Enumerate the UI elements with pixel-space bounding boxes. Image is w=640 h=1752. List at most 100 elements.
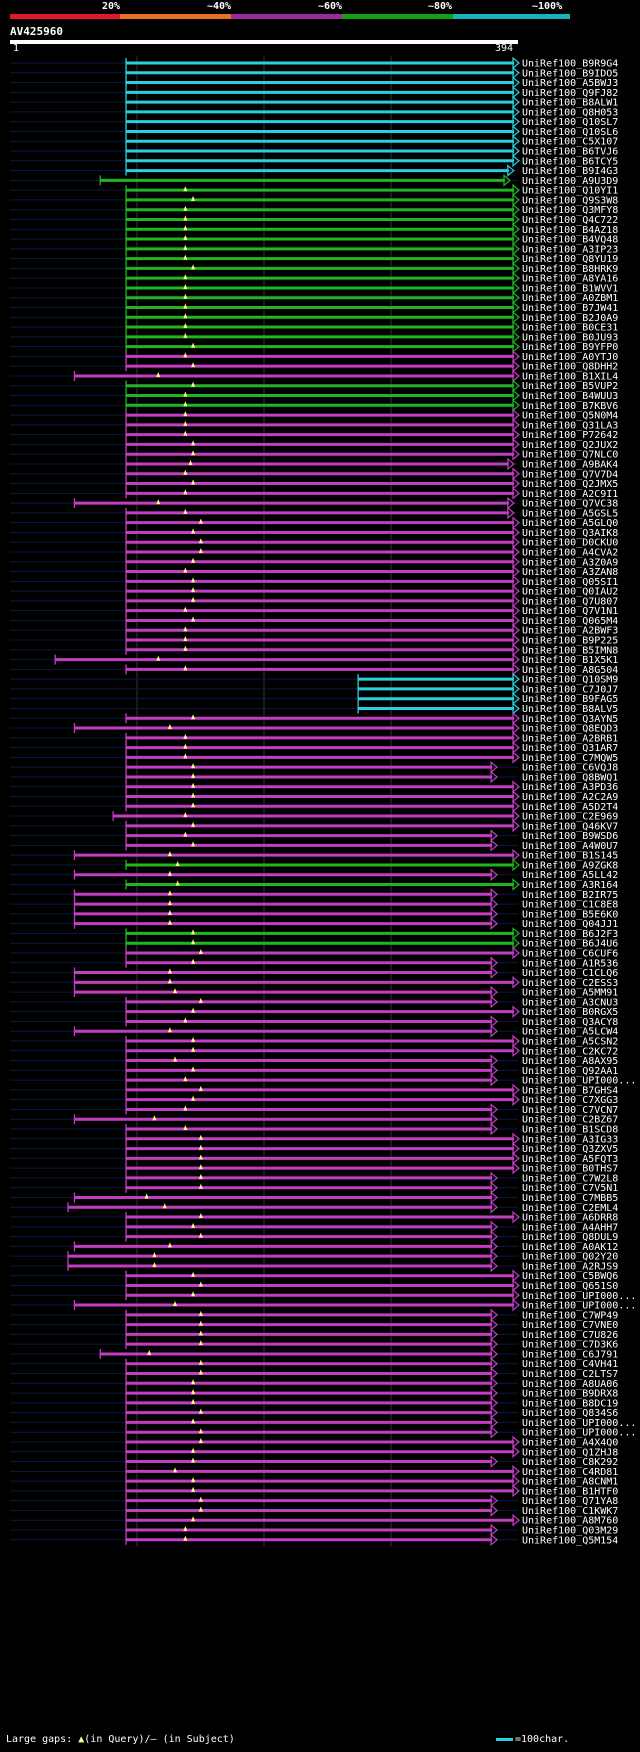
hit-104-arrow-icon [490,1064,499,1077]
hit-38-arrow-icon [512,418,520,432]
hit-129-query-gap-icon [198,1310,203,1316]
hit-73-label: UniRef100_C6VQJ8 [522,763,618,774]
hit-46-arrow-icon [507,496,515,510]
hit-43-query-gap-icon [183,469,188,475]
hit-125-query-gap-icon [191,1271,196,1277]
hit-36-label: UniRef100_B7KBV6 [522,401,618,412]
hit-68-query-gap-icon [191,714,196,720]
hit-60-query-gap-icon [183,636,188,642]
hit-64-label: UniRef100_Q10SM9 [522,675,618,686]
hit-33-label: UniRef100_B1XIL4 [522,371,618,382]
hit-140-query-gap-icon [191,1418,196,1424]
hit-35-label: UniRef100_B4WUU3 [522,391,618,402]
hit-108-label: UniRef100_C7VCN7 [522,1105,618,1116]
hit-137-label: UniRef100_B9DRX8 [522,1389,618,1400]
hit-10-arrow-icon [512,144,520,158]
hit-75-label: UniRef100_A3PD36 [522,782,618,793]
hit-61-arrow-icon [512,643,520,657]
hit-22-label: UniRef100_B8HRK9 [522,264,618,275]
scale-text: =100char. [515,1734,570,1745]
hit-3-label: UniRef100_A5BWJ3 [522,78,618,89]
hit-140-arrow-icon [490,1416,499,1429]
hit-48-arrow-icon [512,516,520,529]
hit-86-arrow-icon [490,888,499,901]
hit-112-arrow-icon [512,1142,520,1155]
alignment-plot: UniRef100_B9R9G4UniRef100_B9IDO5UniRef10… [10,56,636,1547]
hit-46-query-gap-icon [156,499,161,505]
hit-44-arrow-icon [512,477,520,490]
hit-102-arrow-icon [512,1044,520,1058]
hit-126-arrow-icon [512,1279,520,1292]
hit-27-arrow-icon [512,310,520,324]
hit-97-label: UniRef100_A3CNU3 [522,997,618,1008]
hit-144-label: UniRef100_C8K292 [522,1457,618,1468]
hit-131-label: UniRef100_C7U826 [522,1330,618,1341]
hit-91-arrow-icon [512,936,520,950]
hit-151-query-gap-icon [183,1526,188,1531]
hit-34-arrow-icon [512,379,520,393]
query-gap-icon: ▲ [78,1734,85,1745]
hit-136-query-gap-icon [191,1379,196,1385]
hit-47-query-gap-icon [183,508,188,514]
hit-108-query-gap-icon [183,1105,188,1111]
hit-143-arrow-icon [512,1445,520,1459]
hit-39-query-gap-icon [183,430,188,436]
hit-92-query-gap-icon [198,948,203,954]
hit-147-query-gap-icon [191,1486,196,1492]
hit-42-query-gap-icon [188,459,193,465]
hit-29-arrow-icon [512,330,520,344]
hit-99-label: UniRef100_Q3ACY8 [522,1017,618,1028]
hit-81-arrow-icon [490,839,499,852]
hit-53-arrow-icon [512,565,520,578]
hit-16-query-gap-icon [183,205,188,211]
hit-41-query-gap-icon [191,450,196,456]
hit-35-arrow-icon [512,389,520,402]
hit-109-arrow-icon [490,1112,499,1126]
hit-102-query-gap-icon [191,1046,196,1052]
hit-132-query-gap-icon [198,1340,203,1346]
hit-57-label: UniRef100_Q7V1N1 [522,606,618,617]
hit-73-arrow-icon [490,760,499,774]
hit-148-query-gap-icon [198,1496,203,1502]
hit-96-query-gap-icon [173,988,178,994]
hit-69-query-gap-icon [167,724,172,730]
hit-139-arrow-icon [490,1406,499,1419]
hit-106-label: UniRef100_B7GHS4 [522,1085,618,1096]
hit-127-arrow-icon [512,1288,520,1302]
hit-26-query-gap-icon [183,303,188,309]
hit-60-arrow-icon [512,633,520,647]
hit-38-label: UniRef100_Q31LA3 [522,420,618,431]
legend-label-40: ~40% [207,1,232,12]
hit-81-label: UniRef100_A4W0U7 [522,841,618,852]
hit-116-arrow-icon [490,1181,499,1194]
hit-1-arrow-icon [512,56,520,70]
hit-36-query-gap-icon [183,401,188,407]
query-ruler [10,40,518,44]
ruler-start-label: 1 [13,43,20,54]
hit-149-arrow-icon [490,1504,499,1517]
hit-123-label: UniRef100_Q02Y20 [522,1252,618,1263]
hit-123-query-gap-icon [152,1252,157,1258]
hit-24-label: UniRef100_B1WVV1 [522,283,618,294]
hit-92-label: UniRef100_C6CUF6 [522,948,618,959]
hit-20-query-gap-icon [183,244,188,250]
hit-85-query-gap-icon [175,880,180,886]
hit-149-query-gap-icon [198,1506,203,1512]
hit-138-label: UniRef100_B8DC19 [522,1398,618,1409]
hit-68-label: UniRef100_Q3AYN5 [522,714,618,725]
hit-127-query-gap-icon [191,1291,196,1297]
hit-44-query-gap-icon [191,479,196,485]
hit-23-arrow-icon [512,271,520,285]
hit-120-label: UniRef100_A4AHH7 [522,1222,618,1233]
hit-2-label: UniRef100_B9IDO5 [522,68,618,79]
hit-126-label: UniRef100_Q651S0 [522,1281,618,1292]
hit-149-label: UniRef100_C1KWK7 [522,1506,618,1517]
hit-117-label: UniRef100_C7MBB5 [522,1193,618,1204]
hit-85-label: UniRef100_A3R164 [522,880,618,891]
hit-140-label: UniRef100_UPI000... [522,1418,636,1429]
hit-79-label: UniRef100_Q46KV7 [522,821,618,832]
hit-10-label: UniRef100_B6TVJ6 [522,147,618,158]
hit-27-query-gap-icon [183,313,188,319]
hit-49-arrow-icon [512,526,520,539]
hit-121-query-gap-icon [198,1232,203,1238]
